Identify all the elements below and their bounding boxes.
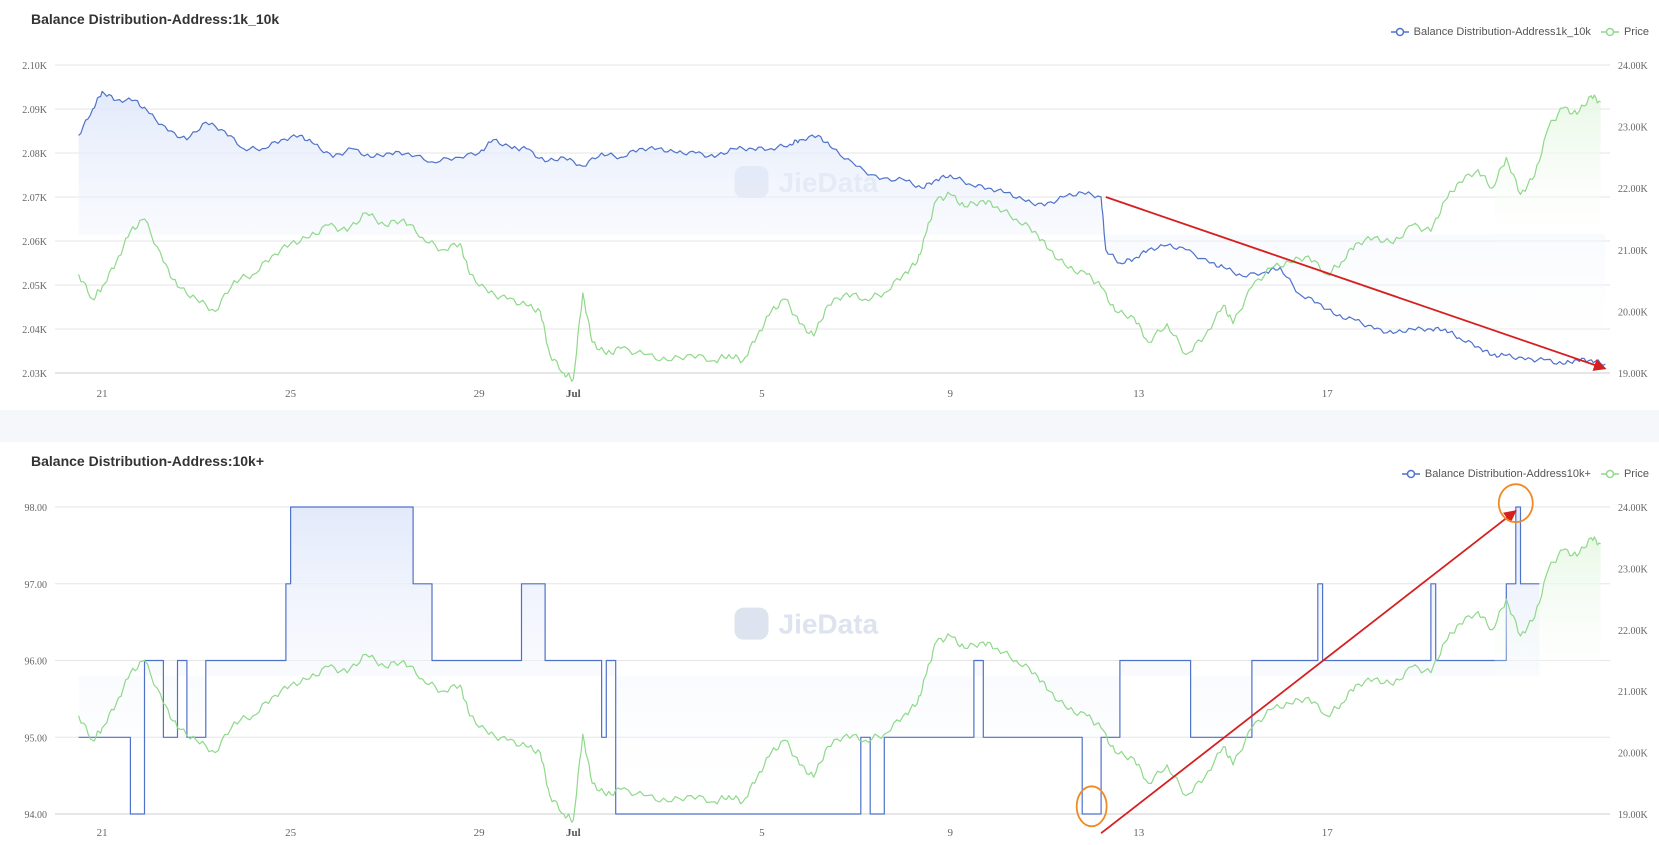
series-line-price (78, 94, 1601, 382)
legend-item-balance[interactable]: Balance Distribution-Address1k_10k (1390, 26, 1591, 38)
series-line-balance (78, 90, 1606, 366)
y-tick-label-left: 2.07K (22, 193, 48, 204)
x-tick-label: 29 (474, 827, 486, 839)
watermark: JieData (734, 607, 879, 640)
series-area-price (1494, 95, 1601, 266)
legend-item-price[interactable]: Price (1600, 26, 1649, 38)
legend-balance-icon (1390, 27, 1409, 37)
x-tick-label: 5 (759, 388, 765, 400)
x-tick-label: 9 (948, 388, 954, 400)
series-area-balance (78, 91, 1606, 366)
highlight-circle-annotation (1497, 483, 1534, 524)
chart-10k-plus: 98.00 97.00 96.00 95.00 94.00 24.00K 23.00K 22.… (25, 483, 1649, 839)
legend-label-price: Price (1623, 26, 1649, 38)
y-tick-label-left: 2.03K (22, 369, 48, 380)
chart-panel-1k-10k: Balance Distribution-Address:1k_10k Bala… (0, 0, 1659, 410)
y-tick-label-right: 23.00K (1618, 564, 1649, 575)
legend-label-balance: Balance Distribution-Address10k+ (1424, 468, 1591, 480)
x-tick-label: Jul (566, 388, 581, 400)
y-tick-label-left: 95.00 (25, 733, 48, 744)
x-tick-label: 13 (1133, 388, 1145, 400)
x-tick-label: 29 (474, 388, 486, 400)
y-tick-label-left: 2.04K (22, 325, 48, 336)
highlight-circle-annotation (1075, 785, 1108, 828)
y-tick-label-left: 2.10K (22, 61, 48, 72)
y-tick-label-left: 2.06K (22, 237, 48, 248)
y-tick-label-right: 20.00K (1618, 749, 1649, 760)
chart-1k-10k: 2.10K 2.09K 2.08K 2.07K 2.06K 2.05K 2.04K 2.03K… (22, 61, 1649, 400)
y-tick-label-right: 19.00K (1618, 810, 1649, 821)
y-tick-label-left: 98.00 (25, 503, 48, 514)
series-line-balance (78, 506, 1540, 815)
x-tick-label: 25 (285, 827, 297, 839)
y-tick-label-left: 2.05K (22, 281, 48, 292)
x-tick-label: 13 (1133, 827, 1145, 839)
chart-legend: Balance Distribution-Address10k+ Price (1392, 468, 1649, 480)
y-tick-label-right: 21.00K (1618, 687, 1649, 698)
series-area-price (1494, 536, 1601, 707)
x-tick-label: 21 (97, 388, 108, 400)
y-tick-label-left: 2.09K (22, 105, 48, 116)
trend-arrow-annotation (1105, 196, 1607, 371)
x-tick-label: Jul (566, 827, 581, 839)
y-tick-label-left: 96.00 (25, 657, 48, 668)
series-line-price (78, 536, 1601, 823)
y-tick-label-right: 22.00K (1618, 184, 1649, 195)
watermark-logo-icon (734, 607, 769, 640)
y-tick-label-left: 2.08K (22, 149, 48, 160)
chart-panel-10k-plus: Balance Distribution-Address:10k+ Balanc… (0, 442, 1659, 845)
x-tick-label: 17 (1322, 388, 1334, 400)
y-tick-label-right: 24.00K (1618, 61, 1649, 72)
y-tick-label-right: 22.00K (1618, 626, 1649, 637)
chart-title: Balance Distribution-Address:1k_10k (31, 11, 280, 27)
x-tick-label: 5 (759, 827, 765, 839)
x-tick-label: 21 (97, 827, 108, 839)
legend-label-balance: Balance Distribution-Address1k_10k (1413, 26, 1591, 38)
series-area-balance (78, 507, 1540, 814)
trend-arrow-annotation (1100, 510, 1517, 834)
y-tick-label-right: 20.00K (1618, 307, 1649, 318)
y-tick-label-left: 94.00 (25, 810, 48, 821)
watermark-text: JieData (779, 609, 879, 640)
chart-legend: Balance Distribution-Address1k_10k Price (1381, 26, 1649, 38)
legend-price-icon (1600, 27, 1619, 37)
legend-label-price: Price (1623, 468, 1649, 480)
y-tick-label-left: 97.00 (25, 580, 48, 591)
chart-title: Balance Distribution-Address:10k+ (31, 453, 265, 469)
legend-balance-icon (1401, 469, 1420, 479)
panel-separator (0, 410, 1659, 442)
y-tick-label-right: 19.00K (1618, 369, 1649, 380)
x-tick-label: 25 (285, 388, 297, 400)
legend-item-balance[interactable]: Balance Distribution-Address10k+ (1401, 468, 1591, 480)
y-tick-label-right: 24.00K (1618, 503, 1649, 514)
x-tick-label: 17 (1322, 827, 1334, 839)
y-tick-label-right: 23.00K (1618, 123, 1649, 134)
legend-price-icon (1600, 469, 1619, 479)
x-tick-label: 9 (948, 827, 954, 839)
y-tick-label-right: 21.00K (1618, 246, 1649, 257)
legend-item-price[interactable]: Price (1600, 468, 1649, 480)
